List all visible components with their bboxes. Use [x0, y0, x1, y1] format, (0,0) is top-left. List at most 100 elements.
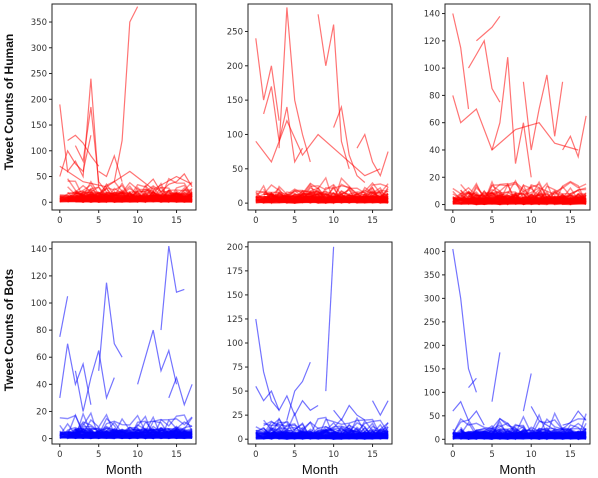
axes-frame — [247, 3, 393, 211]
series-line-0 — [113, 6, 139, 182]
panel-0-1: 0 50 100 150 200 250 0 5 10 15 — [227, 3, 393, 226]
panel-1-1: 0 25 50 75 100 125 150 175 200 0 5 10 15 Month — [227, 241, 393, 477]
ytick-label: 200 — [227, 243, 243, 253]
series-line-2 — [286, 361, 311, 421]
xtick-label: 5 — [489, 216, 494, 226]
xtick-label: 0 — [450, 450, 455, 460]
ytick-label: 150 — [424, 365, 440, 375]
series-line — [67, 190, 193, 203]
series-line — [452, 417, 587, 437]
series-line-3 — [491, 57, 532, 178]
series-line — [255, 187, 389, 205]
series-line-5 — [356, 132, 389, 178]
series-line-7 — [59, 165, 193, 191]
series-line-2 — [67, 134, 100, 167]
xtick-label: 10 — [526, 450, 537, 460]
row-label-bots: Tweet Counts of Bots — [2, 268, 16, 391]
series-line-4 — [59, 343, 92, 405]
series-line-6 — [452, 95, 579, 152]
series-line-1 — [59, 78, 100, 187]
series-line — [452, 185, 587, 203]
series-line — [467, 182, 587, 202]
xtick-label: 15 — [367, 450, 378, 460]
ytick-label: 350 — [424, 271, 440, 281]
x-axis-label: Month — [106, 462, 142, 477]
dense-series-bundle — [59, 411, 193, 440]
ytick-label: 60 — [429, 119, 440, 129]
series-line-3 — [522, 373, 532, 412]
series-line-1 — [255, 318, 280, 411]
xtick-label: 5 — [96, 216, 101, 226]
ytick-label: 0 — [42, 198, 47, 208]
dense-series-bundle — [452, 179, 587, 206]
xtick-label: 15 — [367, 216, 378, 226]
series-line-3 — [263, 86, 304, 164]
ytick-label: 250 — [227, 27, 243, 37]
series-line — [255, 184, 389, 205]
xtick-label: 15 — [565, 216, 576, 226]
ytick-label: 150 — [227, 96, 243, 106]
ytick-label: 250 — [424, 318, 440, 328]
series-line-0 — [59, 296, 69, 338]
series-line-0 — [278, 7, 311, 163]
series-line — [271, 176, 389, 205]
ytick-label: 60 — [36, 353, 47, 363]
series-line-6 — [168, 375, 193, 407]
series-line-4 — [333, 404, 366, 422]
xtick-label: 10 — [328, 216, 339, 226]
xtick-label: 10 — [328, 450, 339, 460]
series-line-0 — [325, 246, 335, 392]
series-line — [452, 181, 587, 204]
xtick-label: 10 — [526, 216, 537, 226]
series-line-2 — [255, 38, 280, 121]
ytick-label: 40 — [36, 380, 47, 390]
series-line — [263, 418, 389, 440]
ytick-label: 75 — [232, 363, 243, 373]
panel-0-0: 0 50 100 150 200 250 300 350 0 5 10 15 — [31, 3, 197, 226]
series-line — [74, 411, 193, 440]
xtick-label: 0 — [253, 216, 258, 226]
series-line-0 — [452, 248, 477, 393]
series-line-5 — [98, 154, 123, 182]
series-line — [67, 426, 193, 439]
ytick-label: 200 — [424, 341, 440, 351]
xtick-label: 5 — [96, 450, 101, 460]
xtick-label: 10 — [132, 450, 143, 460]
ytick-label: 100 — [424, 64, 440, 74]
baseline-band — [255, 196, 389, 204]
ytick-label: 50 — [232, 165, 243, 175]
series-line-1 — [160, 246, 185, 331]
ytick-label: 125 — [227, 315, 243, 325]
baseline-band — [452, 432, 587, 440]
ytick-label: 25 — [232, 411, 243, 421]
ytick-label: 50 — [36, 173, 47, 183]
ytick-label: 50 — [232, 387, 243, 397]
series-line — [263, 419, 389, 440]
series-line-1 — [317, 14, 350, 169]
axes-frame — [247, 241, 393, 445]
ytick-label: 120 — [31, 272, 47, 282]
ytick-label: 250 — [31, 70, 47, 80]
ytick-label: 40 — [429, 146, 440, 156]
ytick-label: 0 — [238, 199, 243, 209]
baseline-band — [59, 195, 193, 203]
ytick-label: 20 — [36, 407, 47, 417]
ytick-label: 0 — [238, 435, 243, 445]
xtick-label: 5 — [489, 450, 494, 460]
series-line-5 — [562, 115, 587, 159]
xtick-label: 5 — [292, 216, 297, 226]
series-line — [67, 180, 193, 200]
ytick-label: 0 — [42, 435, 47, 445]
series-line — [271, 186, 389, 203]
ytick-label: 350 — [31, 18, 47, 28]
series-line-2 — [491, 352, 501, 402]
ytick-label: 175 — [227, 267, 243, 277]
series-line — [263, 416, 389, 440]
ytick-label: 200 — [31, 95, 47, 105]
ytick-label: 100 — [31, 147, 47, 157]
series-line-3 — [255, 386, 319, 417]
dense-series-bundle — [255, 411, 389, 440]
series-line-1 — [476, 15, 501, 42]
